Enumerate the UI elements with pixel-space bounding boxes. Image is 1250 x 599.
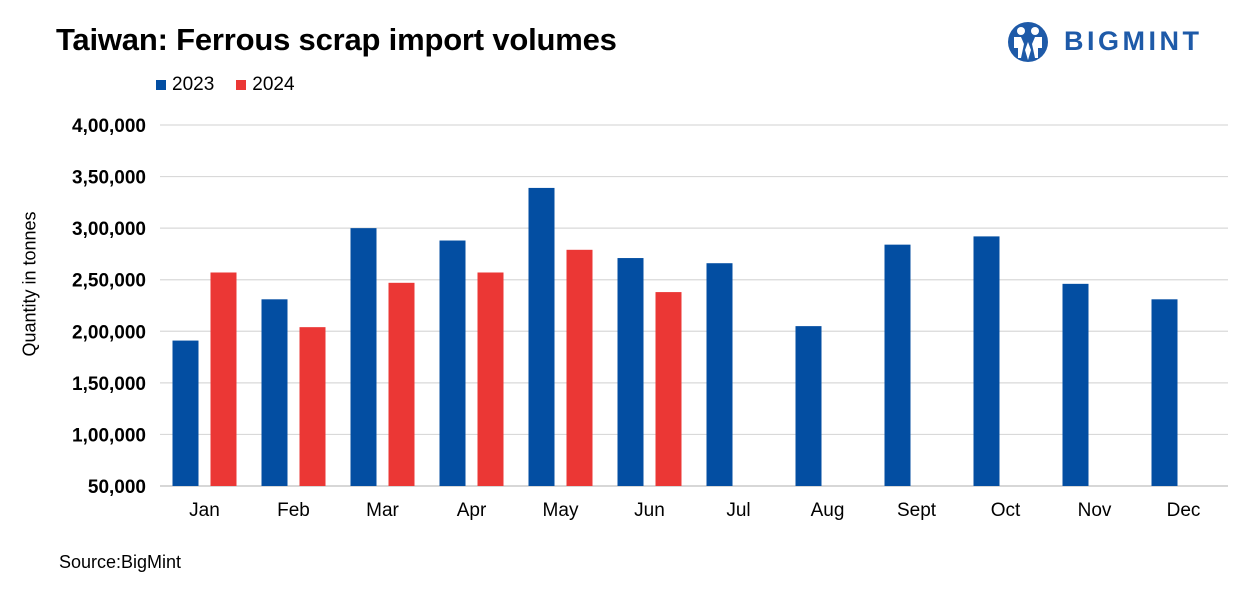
legend-label-2023: 2023 (172, 74, 215, 95)
y-tick-label: 3,00,000 (72, 219, 146, 240)
bar-2023-may (528, 187, 555, 486)
x-tick-label: Jun (634, 500, 665, 521)
bar-2024-mar (388, 282, 415, 486)
bar-2023-apr (439, 240, 466, 486)
bar-2023-sept (884, 244, 911, 486)
bar-2023-dec (1151, 299, 1178, 486)
legend-item-2023: 2023 (156, 74, 214, 96)
legend: 2023 2024 (156, 74, 295, 96)
bar-2024-feb (299, 327, 326, 486)
bar-2023-mar (350, 228, 377, 486)
legend-swatch-2024 (236, 80, 247, 90)
y-tick-label: 2,50,000 (72, 271, 146, 292)
logo-mark-icon (1008, 22, 1048, 62)
bar-2023-jul (706, 263, 733, 486)
x-tick-label: Oct (991, 500, 1021, 521)
bar-2024-jan (210, 272, 237, 486)
legend-label-2024: 2024 (252, 74, 295, 95)
y-tick-label: 3,50,000 (72, 168, 146, 189)
y-tick-label: 1,00,000 (72, 425, 146, 446)
bigmint-logo: BIGMINT (1008, 20, 1232, 64)
x-tick-label: Jul (726, 500, 750, 521)
bar-2023-feb (261, 299, 288, 486)
bar-2023-nov (1062, 283, 1089, 486)
bar-2024-may (566, 249, 593, 486)
legend-item-2024: 2024 (236, 74, 295, 96)
y-tick-label: 1,50,000 (72, 374, 146, 395)
x-tick-label: Nov (1078, 500, 1112, 521)
x-tick-label: Jan (189, 500, 220, 521)
bar-2023-oct (973, 236, 1000, 486)
y-tick-label: 4,00,000 (72, 116, 146, 137)
source-note: Source:BigMint (59, 552, 182, 572)
x-tick-label: Feb (277, 500, 310, 521)
chart-title: Taiwan: Ferrous scrap import volumes (56, 22, 617, 57)
bar-2023-aug (795, 326, 822, 486)
x-tick-label: Dec (1167, 500, 1201, 521)
x-tick-label: Sept (897, 500, 937, 521)
y-tick-label: 50,000 (88, 477, 146, 498)
bar-2024-jun (655, 292, 682, 486)
logo-text: BIGMINT (1064, 26, 1203, 56)
bar-2023-jun (617, 258, 644, 486)
x-tick-label: Apr (457, 500, 487, 521)
x-tick-label: Mar (366, 500, 399, 521)
x-tick-label: May (543, 500, 579, 521)
legend-swatch-2023 (156, 80, 166, 90)
bar-2023-jan (172, 340, 199, 486)
bar-2024-apr (477, 272, 504, 486)
y-tick-label: 2,00,000 (72, 322, 146, 343)
x-tick-label: Aug (811, 500, 845, 521)
